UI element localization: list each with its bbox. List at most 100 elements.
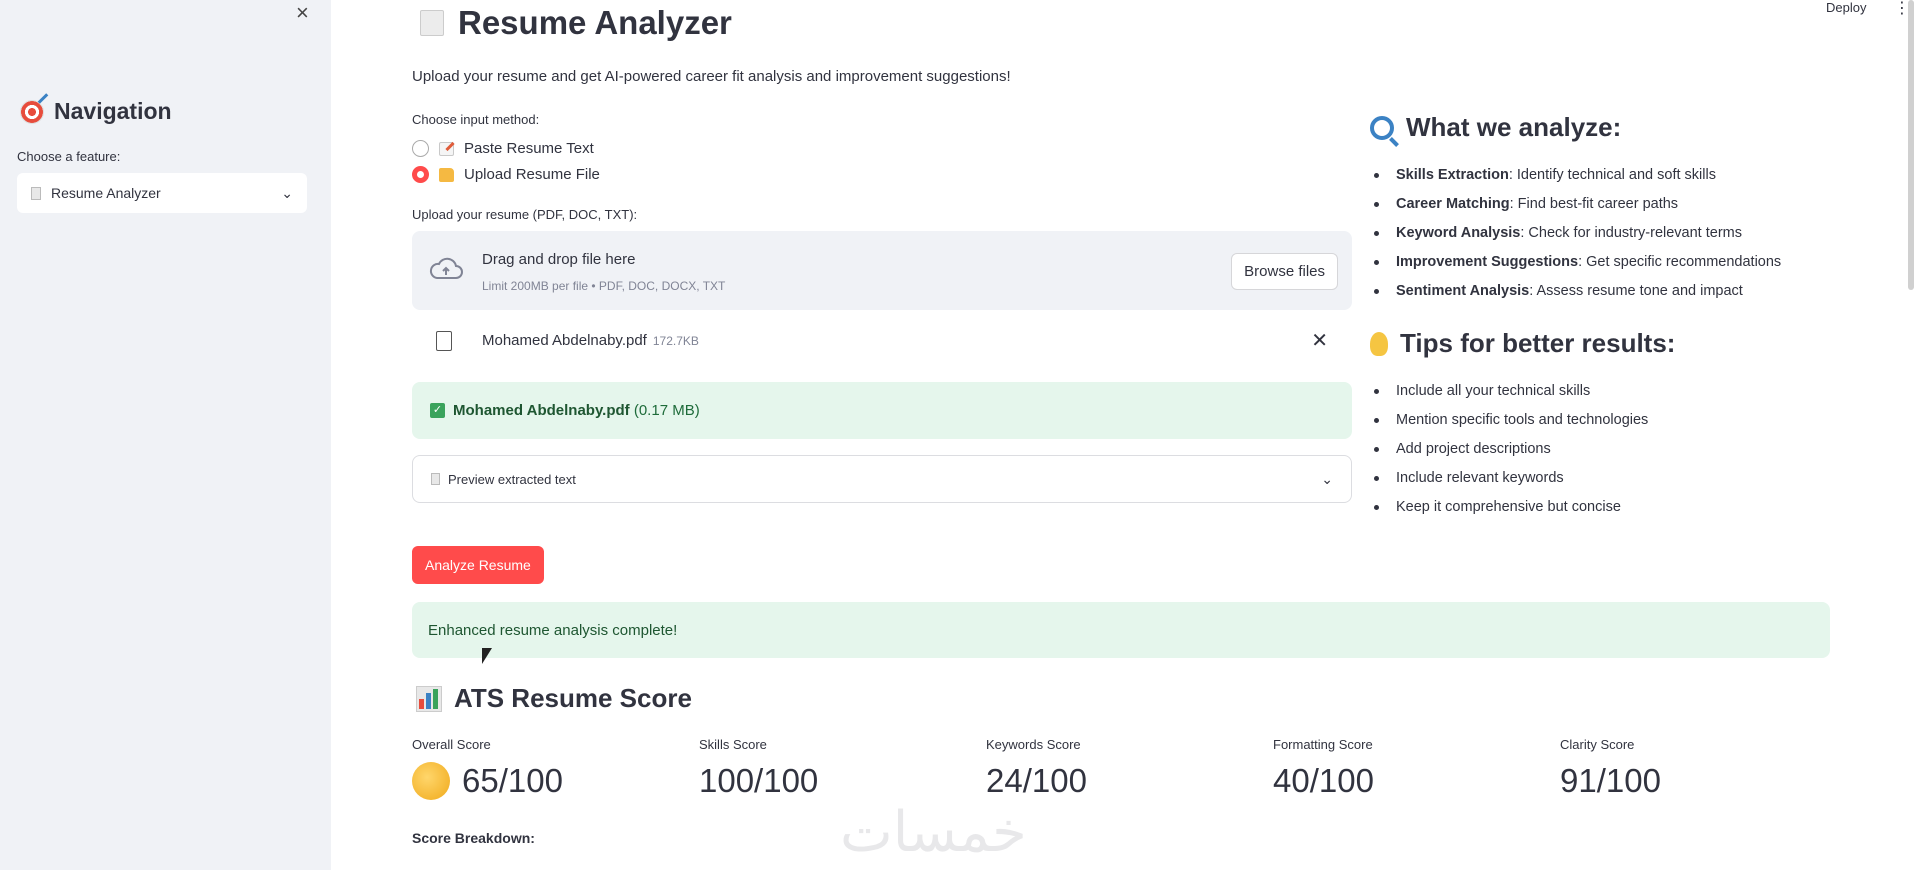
item-bold: Keyword Analysis	[1396, 225, 1521, 241]
analyze-list: Skills Extraction: Identify technical an…	[1370, 161, 1910, 306]
metric-value: 40/100	[1273, 762, 1374, 799]
metric-label: Clarity Score	[1560, 737, 1635, 752]
list-item: Add project descriptions	[1370, 435, 1910, 464]
upload-label: Upload your resume (PDF, DOC, TXT):	[412, 207, 638, 222]
metric-overall: Overall Score 65/100	[412, 737, 563, 800]
file-size: 172.7KB	[652, 334, 699, 348]
uploaded-file-row: Mohamed Abdelnaby.pdf 172.7KB ✕	[412, 322, 1352, 362]
file-icon	[436, 331, 452, 351]
mouse-cursor-icon	[482, 648, 492, 664]
list-item: Include all your technical skills	[1370, 377, 1910, 406]
analyze-heading-text: What we analyze:	[1406, 112, 1622, 142]
folder-icon	[439, 167, 454, 182]
metric-value: 65/100	[462, 762, 563, 799]
metric-value: 24/100	[986, 762, 1087, 799]
tips-list: Include all your technical skills Mentio…	[1370, 377, 1910, 522]
score-breakdown-label: Score Breakdown:	[412, 830, 535, 846]
item-bold: Sentiment Analysis	[1396, 283, 1530, 299]
uploaded-file-name: Mohamed Abdelnaby.pdf 172.7KB	[482, 332, 699, 349]
item-bold: Career Matching	[1396, 196, 1510, 212]
main-menu-icon[interactable]: ⋮	[1894, 0, 1910, 17]
list-item: Mention specific tools and technologies	[1370, 406, 1910, 435]
metric-label: Formatting Score	[1273, 737, 1373, 752]
analysis-complete-alert: Enhanced resume analysis complete!	[412, 602, 1830, 658]
item-text: : Check for industry-relevant terms	[1520, 225, 1742, 241]
list-item: Career Matching: Find best-fit career pa…	[1370, 190, 1910, 219]
metric-value-row: 65/100	[412, 762, 563, 800]
upload-success-alert: ✓ Mohamed Abdelnaby.pdf (0.17 MB)	[412, 382, 1352, 439]
metric-label: Keywords Score	[986, 737, 1081, 752]
radio-label: Upload Resume File	[464, 166, 600, 183]
radio-button-selected[interactable]	[412, 166, 429, 183]
page-subtitle: Upload your resume and get AI-powered ca…	[412, 68, 1011, 85]
lightbulb-icon	[1370, 331, 1388, 356]
document-icon	[431, 473, 440, 485]
radio-label: Paste Resume Text	[464, 140, 594, 157]
metric-clarity: Clarity Score 91/100	[1560, 737, 1661, 800]
page-title: Resume Analyzer	[420, 4, 732, 42]
feature-select-label: Choose a feature:	[17, 149, 121, 164]
scrollbar[interactable]	[1908, 0, 1914, 290]
sidebar-title: Navigation	[20, 98, 172, 125]
list-item: Include relevant keywords	[1370, 464, 1910, 493]
item-bold: Skills Extraction	[1396, 167, 1509, 183]
radio-upload-file[interactable]: Upload Resume File	[412, 166, 600, 183]
sidebar: × Navigation Choose a feature: Resume An…	[0, 0, 331, 870]
chevron-down-icon: ⌄	[281, 184, 293, 201]
deploy-button[interactable]: Deploy	[1826, 0, 1867, 15]
list-item: Improvement Suggestions: Get specific re…	[1370, 248, 1910, 277]
item-bold: Improvement Suggestions	[1396, 254, 1579, 270]
watermark: خمسات	[840, 800, 1027, 865]
list-item: Keyword Analysis: Check for industry-rel…	[1370, 219, 1910, 248]
metric-skills: Skills Score 100/100	[699, 737, 818, 800]
ats-heading: ATS Resume Score	[416, 683, 692, 714]
success-filename: Mohamed Abdelnaby.pdf	[453, 402, 630, 419]
preview-expander[interactable]: Preview extracted text ⌄	[412, 455, 1352, 503]
page-title-text: Resume Analyzer	[458, 4, 732, 41]
item-text: : Assess resume tone and impact	[1529, 283, 1743, 299]
ats-heading-text: ATS Resume Score	[454, 683, 692, 713]
metric-formatting: Formatting Score 40/100	[1273, 737, 1374, 800]
document-icon	[420, 10, 444, 36]
document-icon	[31, 186, 41, 200]
file-name-text: Mohamed Abdelnaby.pdf	[482, 332, 647, 349]
file-dropzone[interactable]: Drag and drop file here Limit 200MB per …	[412, 231, 1352, 310]
check-icon: ✓	[430, 403, 445, 418]
dropzone-hint: Limit 200MB per file • PDF, DOC, DOCX, T…	[482, 279, 726, 293]
metric-value: 100/100	[699, 762, 819, 799]
radio-paste-text[interactable]: Paste Resume Text	[412, 140, 594, 157]
preview-label: Preview extracted text	[448, 471, 576, 487]
item-text: : Identify technical and soft skills	[1508, 167, 1716, 183]
metric-value: 91/100	[1560, 762, 1661, 799]
info-panel: What we analyze: Skills Extraction: Iden…	[1370, 112, 1910, 522]
radio-button[interactable]	[412, 140, 429, 157]
list-item: Sentiment Analysis: Assess resume tone a…	[1370, 277, 1910, 306]
list-item: Skills Extraction: Identify technical an…	[1370, 161, 1910, 190]
magnifier-icon	[1370, 115, 1394, 140]
analyze-heading: What we analyze:	[1370, 112, 1910, 143]
feature-select-value: Resume Analyzer	[51, 185, 161, 201]
item-text: : Get specific recommendations	[1578, 254, 1782, 270]
tips-heading-text: Tips for better results:	[1400, 328, 1676, 358]
metric-keywords: Keywords Score 24/100	[986, 737, 1087, 800]
tips-heading: Tips for better results:	[1370, 328, 1910, 359]
list-item: Keep it comprehensive but concise	[1370, 493, 1910, 522]
yellow-circle-icon	[412, 762, 450, 800]
success-size: (0.17 MB)	[633, 402, 700, 419]
bar-chart-icon	[416, 685, 442, 712]
metric-label: Skills Score	[699, 737, 767, 752]
target-icon	[20, 99, 44, 124]
dropzone-title: Drag and drop file here	[482, 251, 636, 268]
metric-label: Overall Score	[412, 737, 491, 752]
item-text: : Find best-fit career paths	[1509, 196, 1679, 212]
complete-message: Enhanced resume analysis complete!	[428, 621, 678, 639]
remove-file-icon[interactable]: ✕	[1311, 330, 1328, 352]
cloud-upload-icon	[429, 257, 463, 279]
sidebar-title-text: Navigation	[54, 98, 172, 124]
close-icon[interactable]: ×	[296, 0, 309, 25]
memo-icon	[439, 141, 454, 156]
feature-select[interactable]: Resume Analyzer ⌄	[17, 173, 307, 213]
analyze-resume-button[interactable]: Analyze Resume	[412, 546, 544, 584]
browse-files-button[interactable]: Browse files	[1231, 253, 1338, 290]
chevron-down-icon: ⌄	[1321, 470, 1333, 487]
